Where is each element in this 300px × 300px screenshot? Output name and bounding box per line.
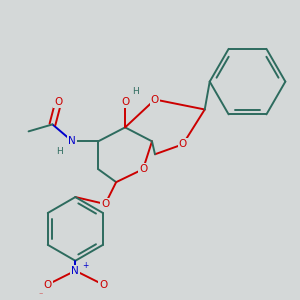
Text: +: + bbox=[82, 261, 88, 270]
Text: O: O bbox=[139, 164, 147, 174]
Text: O: O bbox=[99, 280, 107, 290]
Text: O: O bbox=[179, 139, 187, 149]
Text: O: O bbox=[44, 280, 52, 290]
Text: O: O bbox=[101, 199, 109, 209]
Text: ⁻: ⁻ bbox=[38, 290, 43, 299]
Text: O: O bbox=[151, 94, 159, 104]
Text: N: N bbox=[68, 136, 76, 146]
Text: N: N bbox=[71, 266, 79, 276]
Text: H: H bbox=[56, 147, 63, 156]
Text: H: H bbox=[132, 87, 138, 96]
Text: O: O bbox=[54, 97, 63, 106]
Text: O: O bbox=[121, 97, 129, 106]
